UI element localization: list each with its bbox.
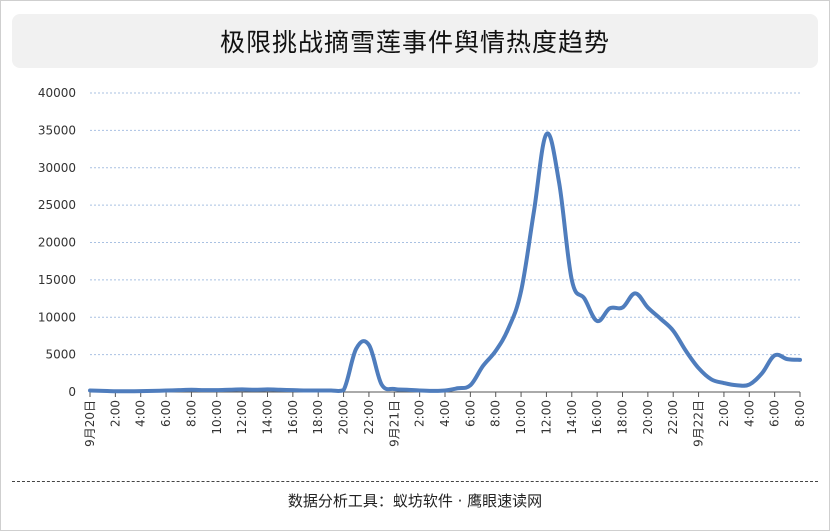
x-tick-label: 14:00	[565, 400, 579, 435]
y-tick-label: 20000	[38, 236, 76, 250]
x-tick-label: 16:00	[286, 400, 300, 435]
x-tick-label: 2:00	[717, 400, 731, 427]
x-tick-label: 4:00	[134, 400, 148, 427]
x-tick-label: 4:00	[742, 400, 756, 427]
x-tick-label: 8:00	[793, 400, 807, 427]
x-tick-label: 6:00	[159, 400, 173, 427]
x-tick-label: 8:00	[489, 400, 503, 427]
x-tick-label: 9月22日	[692, 400, 706, 447]
x-tick-label: 9月20日	[83, 400, 97, 447]
x-tick-label: 9月21日	[387, 400, 401, 447]
x-tick-label: 10:00	[514, 400, 528, 435]
y-tick-label: 25000	[38, 198, 76, 212]
x-tick-label: 6:00	[463, 400, 477, 427]
x-tick-label: 20:00	[337, 400, 351, 435]
footer-divider	[12, 481, 818, 482]
x-tick-label: 22:00	[666, 400, 680, 435]
x-tick-label: 8:00	[184, 400, 198, 427]
x-tick-label: 22:00	[362, 400, 376, 435]
x-tick-label: 2:00	[413, 400, 427, 427]
y-tick-label: 0	[68, 385, 76, 399]
x-tick-label: 2:00	[108, 400, 122, 427]
grid-lines	[90, 92, 800, 356]
chart-title: 极限挑战摘雪莲事件舆情热度趋势	[219, 28, 610, 57]
x-tick-label: 18:00	[616, 400, 630, 435]
x-tick-label: 10:00	[210, 400, 224, 435]
title-bar: 极限挑战摘雪莲事件舆情热度趋势	[12, 14, 818, 68]
x-tick-label: 14:00	[261, 400, 275, 435]
y-tick-label: 40000	[38, 86, 76, 100]
x-tick-label: 12:00	[235, 400, 249, 435]
series-line	[88, 131, 802, 394]
x-tick-label: 6:00	[768, 400, 782, 427]
y-tick-label: 30000	[38, 161, 76, 175]
x-tick-label: 18:00	[311, 400, 325, 435]
x-tick-label: 16:00	[590, 400, 604, 435]
footer-source: 数据分析工具：蚁坊软件 · 鹰眼速读网	[287, 492, 543, 510]
y-tick-label: 35000	[38, 123, 76, 137]
y-tick-label: 5000	[45, 348, 76, 362]
y-tick-label: 15000	[38, 273, 76, 287]
x-axis: 9月20日 2:00 4:00 6:00 8:00 10:00 12:00 14:00 16:0…	[83, 391, 807, 447]
x-tick-label: 12:00	[539, 400, 553, 435]
y-tick-label: 10000	[38, 310, 76, 324]
x-tick-label: 4:00	[438, 400, 452, 427]
y-axis: 0 5000 10000 15000 20000 25000 30000 35000 40000	[38, 86, 76, 399]
x-tick-label: 20:00	[641, 400, 655, 435]
